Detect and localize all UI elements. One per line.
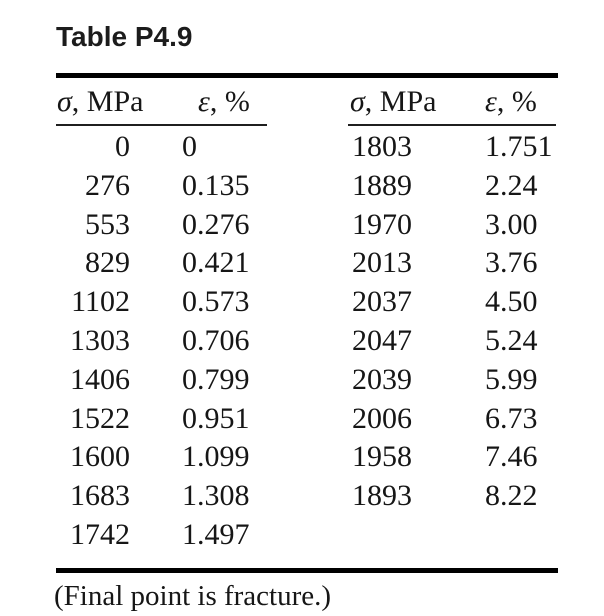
- table-row: 1683 1.308 1893 8.22: [0, 477, 604, 516]
- cell-strain-left: 1.099: [182, 440, 250, 474]
- epsilon-symbol: ε: [198, 85, 210, 118]
- cell-stress-right: 1970: [352, 207, 412, 241]
- header-strain-left: ε, %: [198, 84, 250, 120]
- table-title: Table P4.9: [56, 21, 193, 52]
- cell-strain-right: 5.24: [485, 323, 538, 357]
- cell-stress-right: 1893: [352, 479, 412, 513]
- cell-stress-left: 1683: [70, 479, 130, 513]
- top-rule: [56, 73, 558, 78]
- header-underline-right: [348, 124, 556, 126]
- cell-strain-left: 0.799: [182, 362, 250, 396]
- table-row: 276 0.135 1889 2.24: [0, 167, 604, 206]
- cell-stress-right: 1803: [352, 130, 412, 163]
- cell-stress-right: 2037: [352, 285, 412, 319]
- table-body: 0 0 1803 1.751 276 0.135 1889 2.24 553 0.276 1970 3…: [0, 128, 604, 555]
- cell-strain-left: 0.951: [182, 401, 250, 435]
- table-row: 0 0 1803 1.751: [0, 128, 604, 167]
- cell-stress-left: 1742: [70, 517, 130, 551]
- bottom-rule: [56, 568, 558, 573]
- cell-strain-right: 2.24: [485, 168, 538, 202]
- header-underline-left: [56, 124, 267, 126]
- cell-strain-right: 4.50: [485, 285, 538, 319]
- cell-strain-left: 0.706: [182, 323, 250, 357]
- stress-unit-label: , MPa: [364, 85, 437, 118]
- cell-stress-right: 2006: [352, 401, 412, 435]
- cell-stress-left: 0: [115, 130, 130, 163]
- cell-stress-right: 2039: [352, 362, 412, 396]
- table-row: 1303 0.706 2047 5.24: [0, 322, 604, 361]
- cell-strain-right: 5.99: [485, 362, 538, 396]
- cell-stress-right: 2013: [352, 246, 412, 280]
- table-row: 1102 0.573 2037 4.50: [0, 283, 604, 322]
- cell-stress-left: 1522: [70, 401, 130, 435]
- cell-stress-right: 2047: [352, 323, 412, 357]
- table-row: 829 0.421 2013 3.76: [0, 244, 604, 283]
- table-row: 1522 0.951 2006 6.73: [0, 400, 604, 439]
- cell-strain-right: 6.73: [485, 401, 538, 435]
- cell-stress-right: 1889: [352, 168, 412, 202]
- table-row: 553 0.276 1970 3.00: [0, 206, 604, 245]
- cell-strain-left: 0: [182, 130, 197, 163]
- table-footnote: (Final point is fracture.): [54, 580, 332, 612]
- table-row: 1600 1.099 1958 7.46: [0, 438, 604, 477]
- cell-stress-left: 1303: [70, 323, 130, 357]
- header-strain-right: ε, %: [485, 84, 537, 120]
- cell-strain-left: 1.308: [182, 479, 250, 513]
- cell-strain-right: 8.22: [485, 479, 538, 513]
- cell-stress-left: 1406: [70, 362, 130, 396]
- cell-stress-left: 1600: [70, 440, 130, 474]
- sigma-symbol: σ: [350, 85, 365, 118]
- strain-unit-label: , %: [496, 85, 537, 118]
- epsilon-symbol: ε: [485, 85, 497, 118]
- cell-stress-left: 1102: [71, 285, 130, 319]
- cell-strain-right: 3.76: [485, 246, 538, 280]
- header-stress-left: σ, MPa: [57, 84, 143, 120]
- cell-strain-left: 0.135: [182, 168, 250, 202]
- cell-strain-left: 1.497: [182, 517, 250, 551]
- cell-strain-right: 1.751: [485, 130, 553, 163]
- cell-strain-left: 0.421: [182, 246, 250, 280]
- header-stress-right: σ, MPa: [350, 84, 436, 120]
- stress-unit-label: , MPa: [71, 85, 144, 118]
- cell-strain-right: 3.00: [485, 207, 538, 241]
- cell-stress-left: 553: [85, 207, 130, 241]
- sigma-symbol: σ: [57, 85, 72, 118]
- strain-unit-label: , %: [209, 85, 250, 118]
- cell-strain-left: 0.573: [182, 285, 250, 319]
- cell-strain-left: 0.276: [182, 207, 250, 241]
- table-row: 1742 1.497: [0, 516, 604, 555]
- cell-stress-left: 276: [85, 168, 130, 202]
- cell-stress-right: 1958: [352, 440, 412, 474]
- cell-stress-left: 829: [85, 246, 130, 280]
- cell-strain-right: 7.46: [485, 440, 538, 474]
- table-row: 1406 0.799 2039 5.99: [0, 361, 604, 400]
